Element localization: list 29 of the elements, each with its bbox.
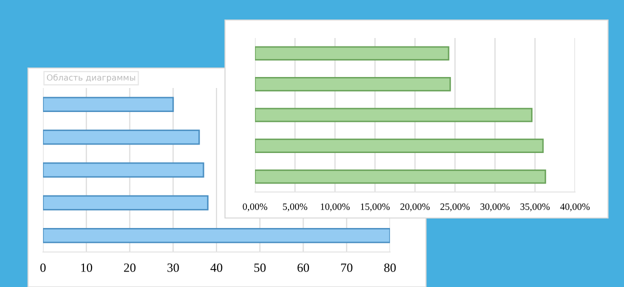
bar xyxy=(43,228,390,244)
x-tick-label: 20,00% xyxy=(400,203,430,212)
x-tick-label: 10,00% xyxy=(320,203,350,212)
bar xyxy=(43,130,200,145)
x-tick-label: 30,00% xyxy=(480,203,510,212)
bar xyxy=(43,195,209,210)
bar xyxy=(43,162,204,178)
bar xyxy=(43,96,174,112)
x-tick-label: 10 xyxy=(81,263,92,272)
x-tick-label: 25,00% xyxy=(440,203,470,212)
x-tick-label: 35,00% xyxy=(520,203,550,212)
bar xyxy=(255,108,532,122)
x-tick-label: 0 xyxy=(40,263,46,272)
x-tick-label: 5,00% xyxy=(283,203,308,212)
x-tick-label: 60 xyxy=(298,263,310,272)
x-tick-label: 40 xyxy=(210,263,222,272)
bar xyxy=(255,169,546,184)
bar xyxy=(255,138,544,153)
x-tick-label: 80 xyxy=(384,263,396,272)
bar xyxy=(255,46,450,61)
x-tick-label: 70 xyxy=(341,263,352,272)
text: Область диаграммы xyxy=(46,74,136,82)
x-tick-label: 40,00% xyxy=(560,203,590,212)
x-tick-label: 20 xyxy=(124,263,136,272)
x-tick-label: 0,00% xyxy=(242,203,268,212)
bar xyxy=(255,77,451,92)
x-tick-label: 15,00% xyxy=(360,203,390,212)
x-tick-label: 30 xyxy=(167,263,179,272)
x-tick-label: 50 xyxy=(254,263,266,272)
